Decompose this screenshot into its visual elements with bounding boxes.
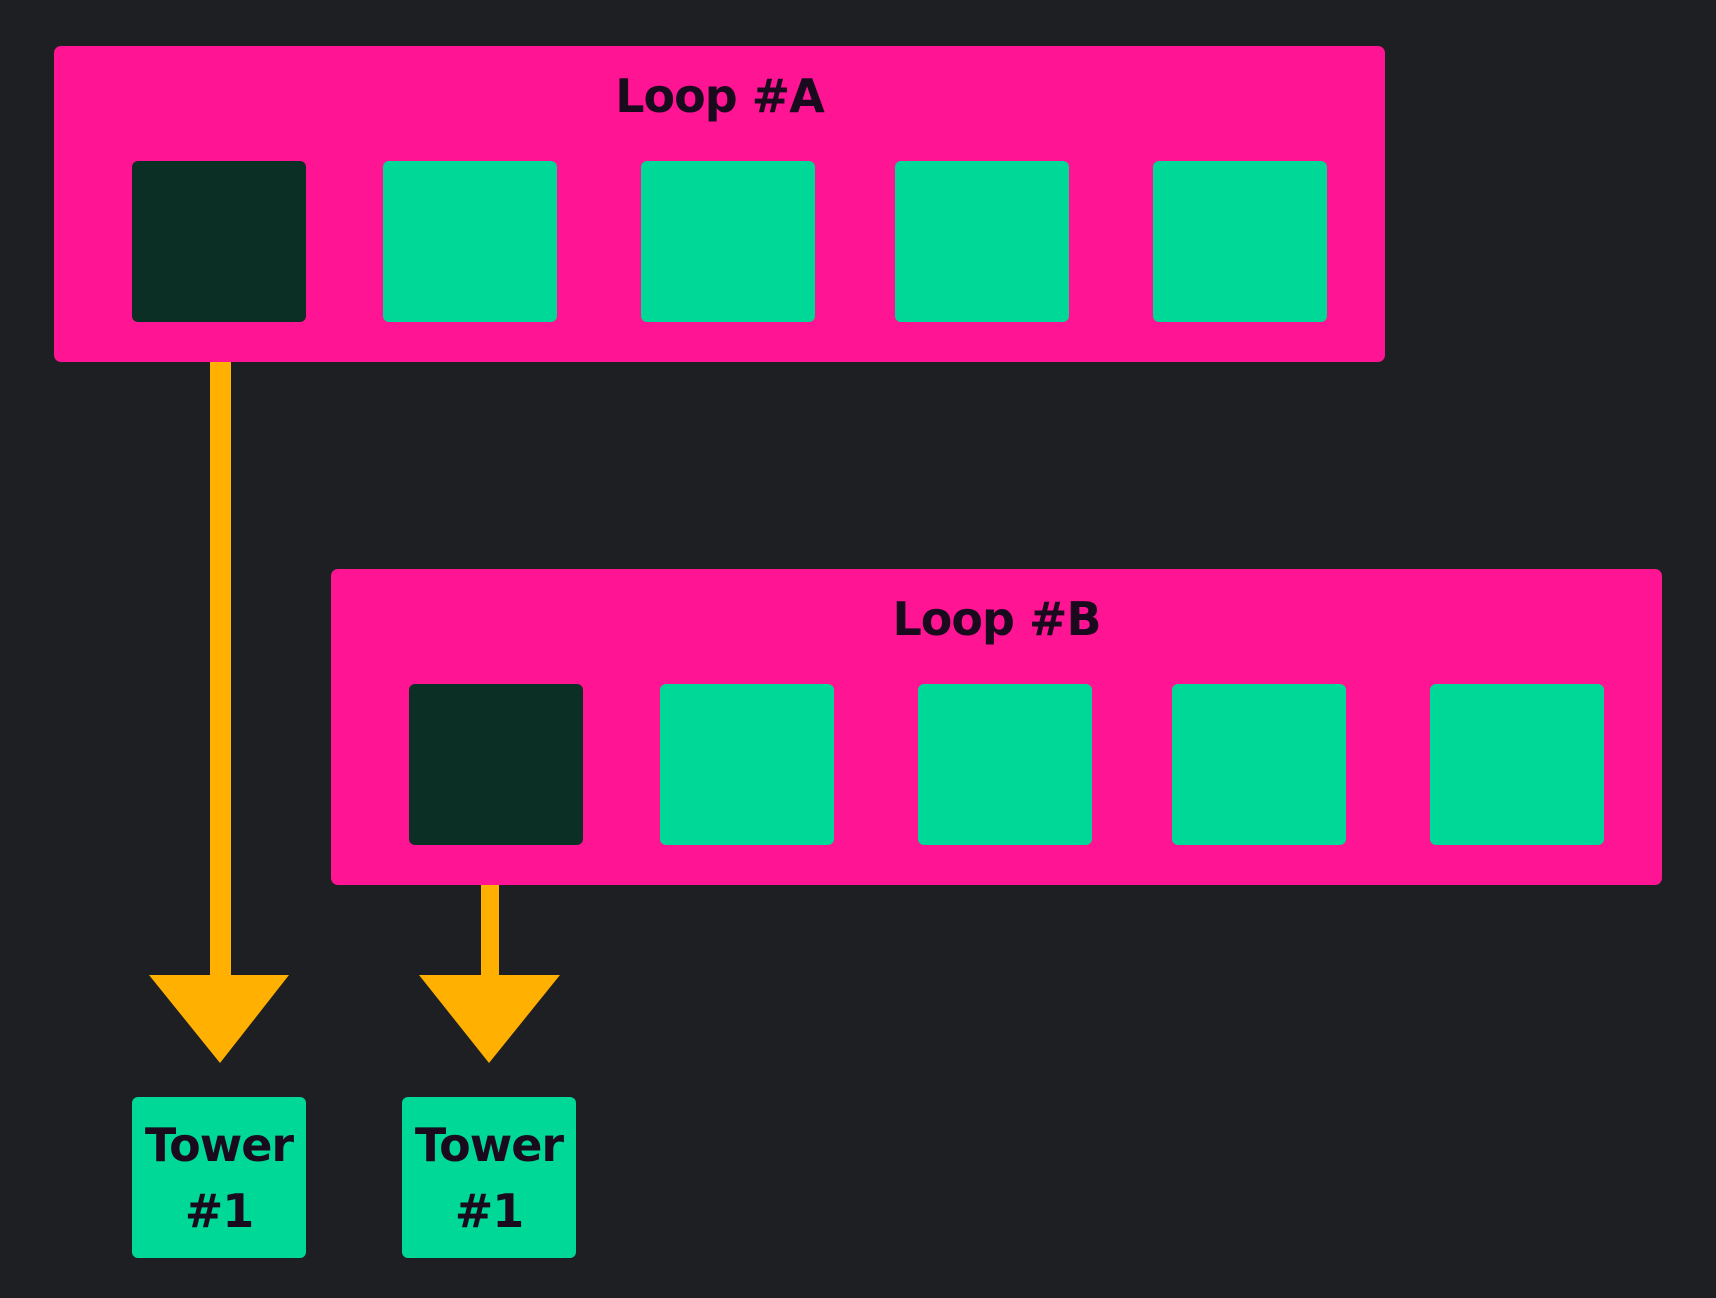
loop-a-slot-5 bbox=[1153, 161, 1327, 322]
tower-a-label-line1: Tower bbox=[144, 1117, 294, 1172]
tower-b-box: Tower #1 bbox=[402, 1097, 576, 1258]
loop-a-slot-2 bbox=[383, 161, 557, 322]
loop-a-container: Loop #A bbox=[54, 46, 1385, 362]
loop-b-slot-4 bbox=[1172, 684, 1346, 845]
tower-b-label-line2: #1 bbox=[454, 1183, 525, 1238]
loop-a-slot-4 bbox=[895, 161, 1069, 322]
loop-a-title: Loop #A bbox=[615, 69, 825, 123]
loop-b-slot-1-active bbox=[409, 684, 583, 845]
loop-b-title: Loop #B bbox=[892, 592, 1101, 646]
tower-b-label-line1: Tower bbox=[414, 1117, 564, 1172]
loop-a-slot-3 bbox=[641, 161, 815, 322]
loop-a-slot-1-active bbox=[132, 161, 306, 322]
loop-b-slot-3 bbox=[918, 684, 1092, 845]
tower-a-label-line2: #1 bbox=[184, 1183, 255, 1238]
loop-b-slot-5 bbox=[1430, 684, 1604, 845]
tower-a-box: Tower #1 bbox=[132, 1097, 306, 1258]
arrow-loop-a-to-tower bbox=[149, 318, 289, 1063]
loop-b-slot-2 bbox=[660, 684, 834, 845]
loop-b-container: Loop #B bbox=[331, 569, 1662, 885]
